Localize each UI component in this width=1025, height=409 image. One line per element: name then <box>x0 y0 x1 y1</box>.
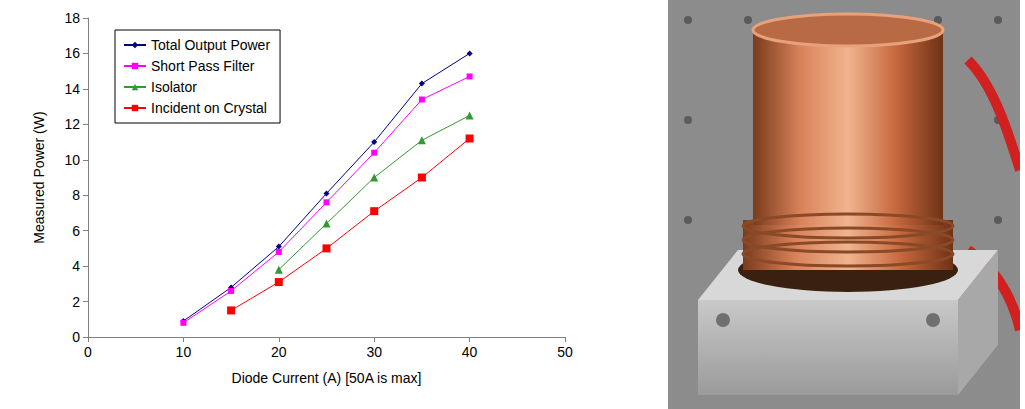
svg-text:8: 8 <box>72 187 80 203</box>
svg-text:2: 2 <box>72 294 80 310</box>
svg-text:0: 0 <box>72 329 80 345</box>
svg-text:0: 0 <box>84 344 92 360</box>
svg-text:30: 30 <box>366 344 382 360</box>
svg-text:4: 4 <box>72 258 80 274</box>
svg-text:10: 10 <box>176 344 192 360</box>
svg-text:40: 40 <box>462 344 478 360</box>
svg-text:10: 10 <box>64 152 80 168</box>
svg-text:12: 12 <box>64 116 80 132</box>
svg-text:Short Pass Filter: Short Pass Filter <box>151 58 255 74</box>
svg-text:6: 6 <box>72 223 80 239</box>
svg-text:Measured Power (W): Measured Power (W) <box>31 111 47 243</box>
svg-text:Diode Current (A) [50A is max]: Diode Current (A) [50A is max] <box>232 370 422 386</box>
svg-text:50: 50 <box>557 344 573 360</box>
svg-text:Isolator: Isolator <box>151 79 197 95</box>
svg-text:Incident on Crystal: Incident on Crystal <box>151 100 267 116</box>
svg-text:20: 20 <box>271 344 287 360</box>
svg-text:18: 18 <box>64 10 80 26</box>
svg-text:16: 16 <box>64 45 80 61</box>
svg-text:Total Output Power: Total Output Power <box>151 37 270 53</box>
svg-text:14: 14 <box>64 81 80 97</box>
